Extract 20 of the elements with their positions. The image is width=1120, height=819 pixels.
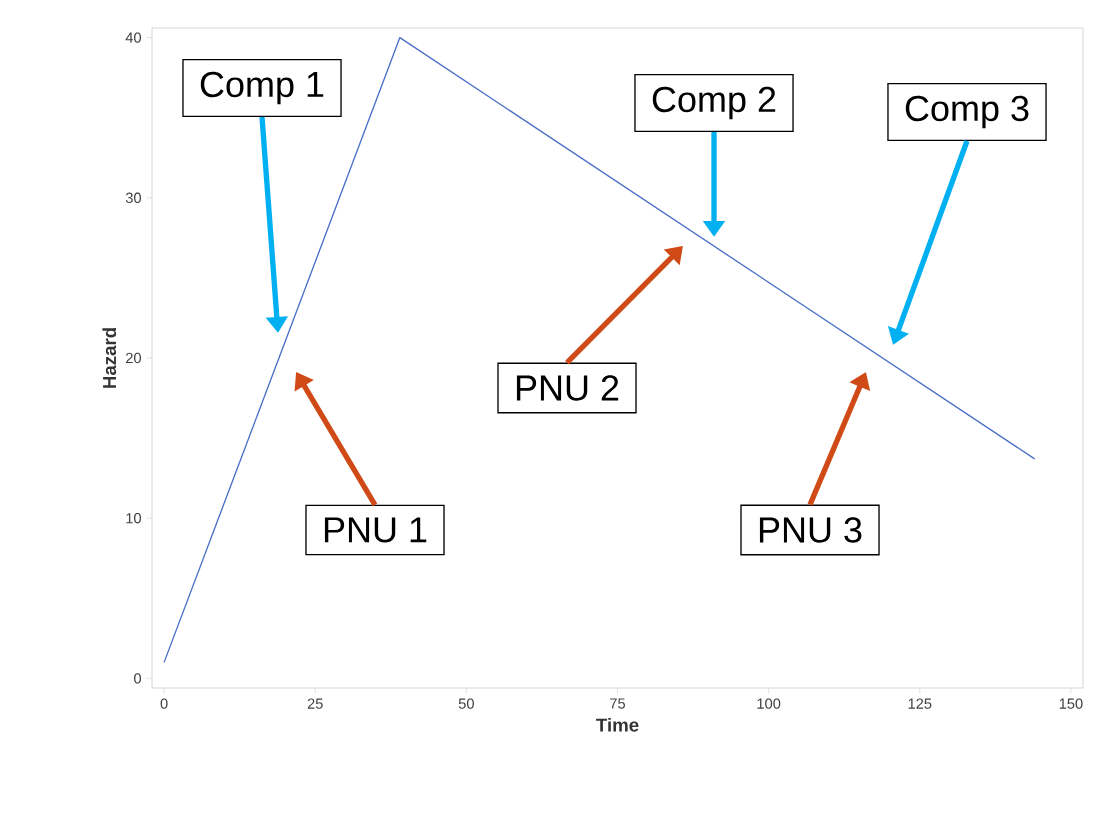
x-tick-label: 75 bbox=[610, 698, 626, 709]
annotation: Comp 3 bbox=[905, 95, 1029, 129]
annotation: PNU 1 bbox=[324, 517, 427, 543]
x-tick-label: 50 bbox=[458, 698, 474, 709]
y-tick-label: 20 bbox=[126, 352, 142, 364]
annotation: PNU 3 bbox=[759, 517, 862, 543]
x-tick-label: 125 bbox=[908, 698, 932, 709]
y-tick-label: 30 bbox=[125, 192, 142, 203]
annotation: Comp 1 bbox=[200, 71, 324, 105]
x-tick-label: 0 bbox=[160, 698, 168, 709]
x-tick-label: 150 bbox=[1059, 698, 1083, 709]
x-tick-label: 100 bbox=[757, 698, 781, 709]
annotation: Comp 2 bbox=[652, 86, 776, 120]
x-axis-title: Time bbox=[596, 717, 639, 732]
y-tick-label: 0 bbox=[134, 673, 142, 684]
y-axis-title: Hazard bbox=[102, 328, 117, 388]
y-tick-label: 10 bbox=[126, 513, 142, 524]
annotation: PNU 2 bbox=[516, 375, 619, 401]
x-tick-label: 25 bbox=[307, 698, 323, 709]
y-tick-label: 40 bbox=[125, 32, 142, 43]
